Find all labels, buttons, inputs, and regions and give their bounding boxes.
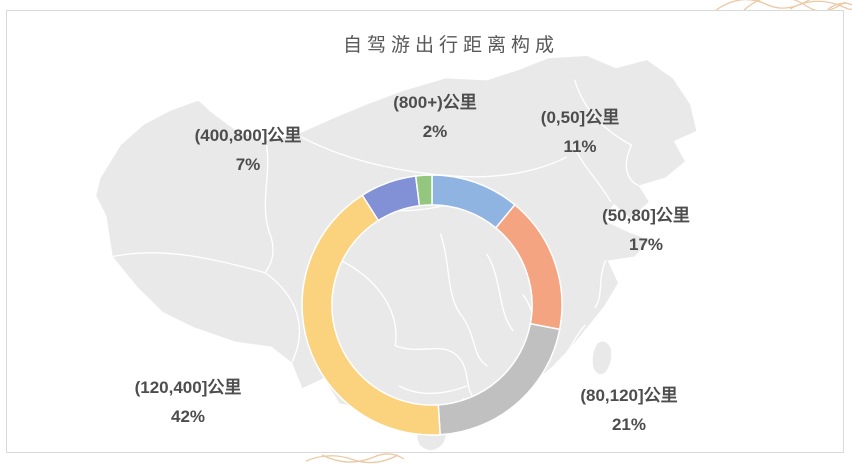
slice-label-120-400: (120,400]公里 42% [135,373,242,431]
slice-label-80-120: (80,120]公里 21% [580,381,677,439]
slice-label-800plus: (800+)公里 2% [393,88,477,146]
slice-label-400-800: (400,800]公里 7% [195,121,302,179]
slice-percent: 2% [422,122,448,141]
donut-segment-(50,80]公里 [494,203,563,331]
slice-category: (400,800]公里 [194,126,302,145]
slice-percent: 21% [611,415,647,434]
chart-frame: 自驾游出行距离构成 (0,50]公里 11% (50,80]公里 17% (80… [6,10,844,453]
province-borders [112,79,640,402]
chart-title: 自驾游出行距离构成 [342,35,560,56]
donut-chart [301,174,563,436]
slice-percent: 17% [628,235,664,254]
slice-label-50-80: (50,80]公里 17% [602,201,690,259]
donut-segment-(80,120]公里 [437,322,561,436]
donut-segment-(800+)公里 [414,174,433,207]
slice-category: (800+)公里 [393,93,477,112]
slice-category: (120,400]公里 [134,378,242,397]
slice-category: (80,120]公里 [580,386,678,405]
donut-segment-(120,400]公里 [301,194,441,436]
slice-category: (50,80]公里 [602,206,690,225]
slice-percent: 7% [235,155,261,174]
taiwan-island [592,341,612,375]
slice-percent: 42% [170,407,206,426]
slice-category: (0,50]公里 [540,108,620,127]
slice-percent: 11% [563,137,597,156]
slice-label-0-50: (0,50]公里 11% [541,103,619,161]
